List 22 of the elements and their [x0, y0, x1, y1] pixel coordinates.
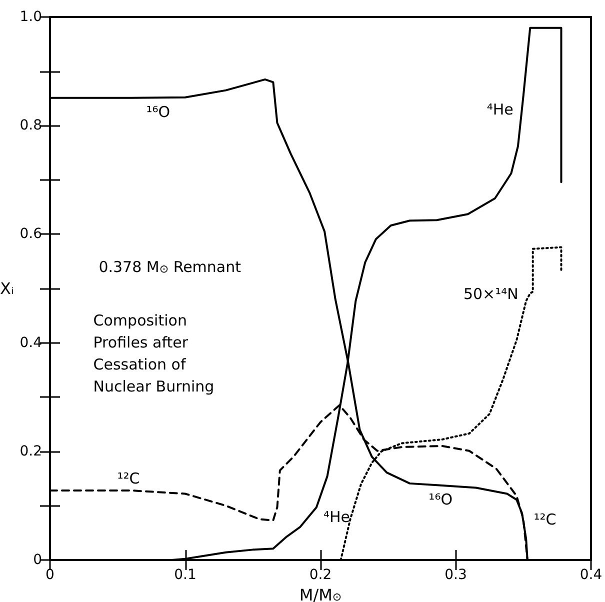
x-tick-label: 0.1 — [174, 567, 196, 583]
annotation: ⁴He — [323, 508, 350, 526]
y-tick-label: 0.6 — [20, 226, 42, 242]
y-tick-label: 0.4 — [20, 334, 42, 351]
annotation: 0.378 M⊙ Remnant — [98, 258, 242, 276]
y-tick-label: 0.8 — [20, 118, 42, 134]
annotation: ⁴He — [486, 100, 514, 118]
annotation: ¹²C — [534, 510, 556, 528]
x-axis-title: M/M⊙ — [299, 585, 342, 602]
x-tick-label: 0.3 — [444, 567, 467, 583]
x-tick-label: 0.2 — [309, 567, 332, 583]
y-axis-title: Xᵢ — [0, 279, 14, 298]
y-tick-label: 0 — [33, 552, 42, 568]
annotation: ¹²C — [117, 470, 140, 488]
annotation: Composition Profiles after Cessation of Nuclear Burning — [93, 312, 214, 396]
x-tick-label: 0.4 — [580, 567, 602, 583]
y-tick-label: 0.2 — [20, 443, 42, 460]
annotation: 50×¹⁴N — [463, 284, 518, 303]
y-tick-label: 1.0 — [20, 9, 42, 25]
annotation: ¹⁶O — [428, 490, 453, 509]
annotation: ¹⁶O — [146, 103, 170, 122]
x-tick-label: 0 — [46, 567, 54, 583]
